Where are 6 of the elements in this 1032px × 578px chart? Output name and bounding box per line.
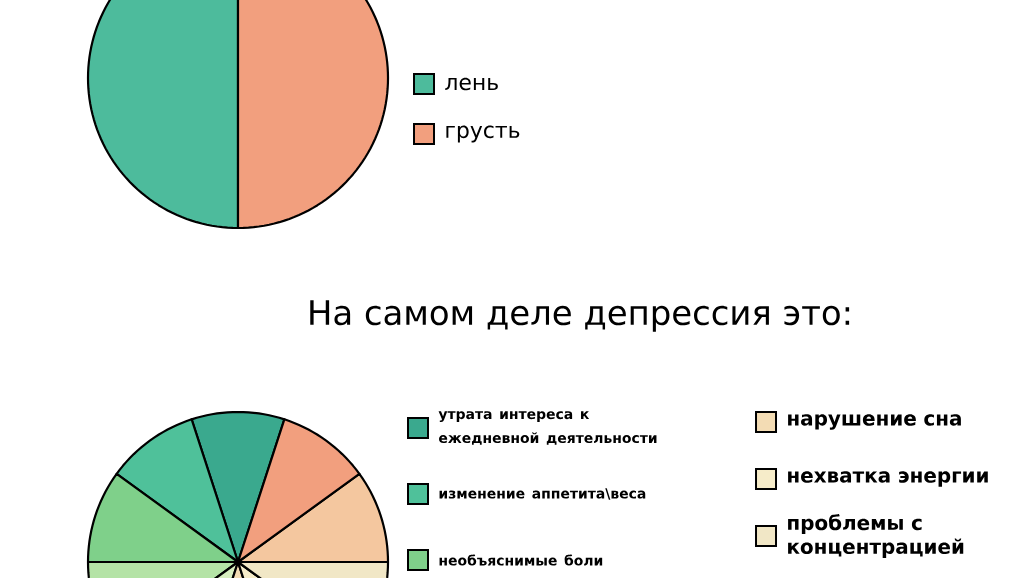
legend-label: проблемы с концентрацией [788,514,964,558]
legend-label: нехватка энергии [788,471,988,487]
chart-title: На самом деле депрессия это: [310,300,850,332]
legend-label: грусть [446,125,520,143]
legend-label: нарушение сна [788,414,961,430]
legend-label: лень [445,77,498,91]
